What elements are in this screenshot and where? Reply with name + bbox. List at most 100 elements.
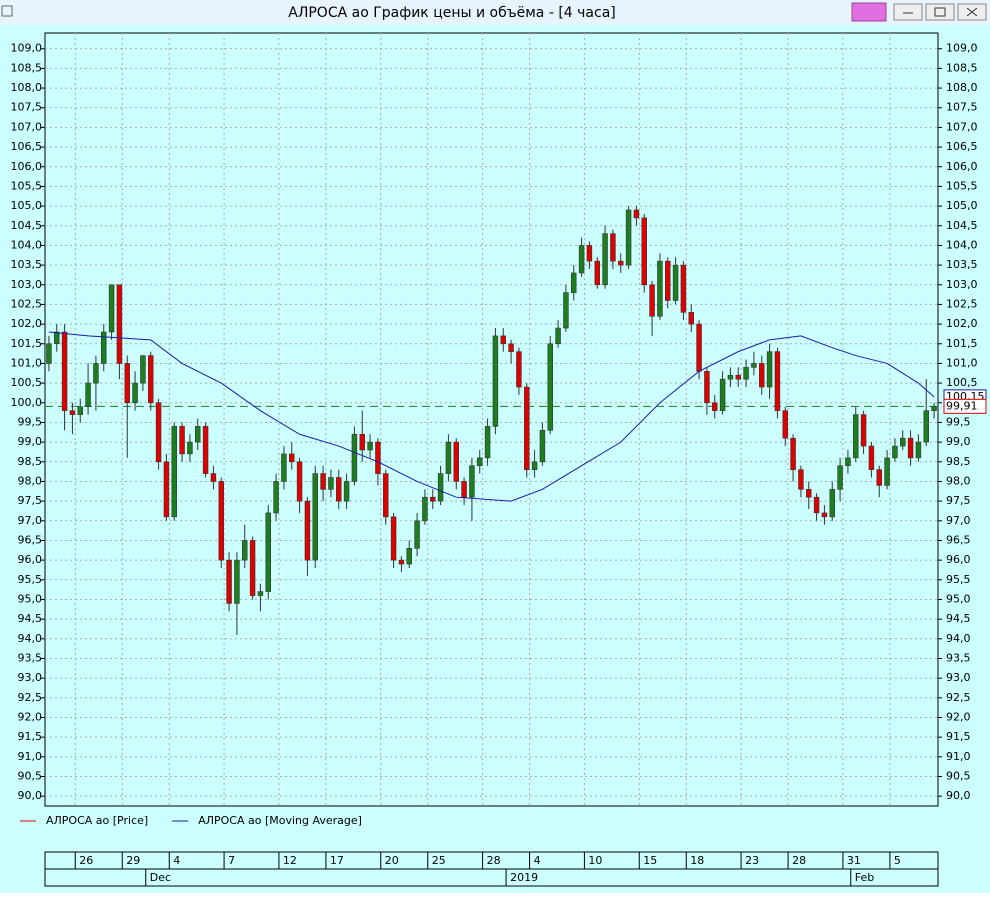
y-tick-label: 91,5 (18, 730, 43, 743)
candle-body (790, 437, 796, 470)
candle-body (461, 481, 467, 498)
candle-body (46, 343, 52, 364)
candle-body (853, 414, 859, 459)
candle-body (484, 426, 491, 459)
y-tick-label: 98,5 (18, 455, 43, 468)
candle-body (328, 477, 334, 490)
candle-body (633, 209, 640, 219)
y-tick-label: 106,5 (11, 140, 43, 153)
candle-body (923, 410, 929, 443)
month-label: Feb (855, 871, 874, 884)
y-tick-label: 107,5 (946, 101, 978, 114)
candle-body (179, 426, 185, 455)
candle-body (273, 481, 279, 514)
y-tick-label: 92,5 (18, 691, 43, 704)
candle-body (813, 496, 820, 514)
candle-body (383, 473, 389, 518)
y-tick-label: 94,0 (946, 632, 971, 645)
y-tick-label: 103,5 (946, 258, 978, 271)
y-tick-label: 104,0 (11, 238, 43, 251)
y-tick-label: 107,0 (946, 120, 978, 133)
x-tick-label: 20 (385, 854, 399, 867)
candle-body (806, 489, 812, 498)
last-value-box (943, 398, 987, 414)
y-tick-label: 105,0 (946, 199, 978, 212)
candle-body (249, 540, 256, 596)
y-tick-label: 109,0 (11, 42, 43, 55)
candle-body (876, 469, 882, 486)
y-tick-label: 94,5 (18, 612, 43, 625)
legend-label: АЛРОСА ао [Moving Average] (198, 814, 362, 827)
candle-body (336, 477, 342, 502)
candle-body (469, 465, 475, 498)
candle-body (680, 264, 687, 313)
candle-body (101, 331, 107, 364)
candle-body (625, 209, 632, 266)
y-tick-label: 105,5 (946, 179, 978, 192)
candle-body (735, 374, 741, 380)
y-tick-label: 107,5 (11, 101, 43, 114)
candle-body (837, 465, 843, 490)
y-tick-label: 95,5 (946, 573, 971, 586)
candle-body (202, 426, 209, 474)
y-tick-label: 95,5 (18, 573, 43, 586)
candle-body (54, 331, 60, 345)
candle-body (367, 441, 373, 451)
y-tick-label: 102,0 (946, 317, 978, 330)
candle-body (304, 500, 311, 561)
y-tick-label: 92,5 (946, 691, 971, 704)
y-tick-label: 97,5 (18, 494, 43, 507)
maximize-button[interactable] (925, 3, 955, 21)
y-tick-label: 99,5 (18, 415, 43, 428)
icon (966, 7, 978, 17)
x-tick-label: 29 (126, 854, 140, 867)
y-tick-label: 92,0 (946, 710, 971, 723)
y-tick-label: 99,0 (946, 435, 971, 448)
candle-body (618, 260, 624, 266)
window-title: АЛРОСА ао График цены и объёма - [4 часа… (288, 5, 616, 21)
candle-body (453, 441, 459, 482)
candle-body (547, 343, 553, 431)
y-tick-label: 92,0 (18, 710, 43, 723)
candle-body (610, 233, 616, 262)
candle-body (163, 461, 170, 518)
candle-body (524, 386, 530, 470)
candle-body (85, 382, 91, 408)
candle-body (242, 540, 248, 561)
candle-body (359, 433, 365, 451)
candle-body (69, 410, 76, 415)
candle-body (171, 426, 177, 518)
candle-body (751, 363, 757, 368)
y-tick-label: 100,0 (11, 396, 43, 409)
y-tick-label: 96,5 (946, 533, 971, 546)
y-tick-label: 95,0 (946, 592, 971, 605)
y-tick-label: 98,5 (946, 455, 971, 468)
y-tick-label: 101,0 (11, 356, 43, 369)
x-tick-label: 18 (690, 854, 704, 867)
candle-body (782, 410, 788, 439)
plot (45, 33, 938, 806)
candle-body (712, 402, 718, 411)
y-tick-label: 108,5 (946, 61, 978, 74)
y-tick-label: 101,0 (946, 356, 978, 369)
candle-body (516, 351, 522, 388)
candle-body (555, 327, 561, 345)
y-tick-label: 108,0 (11, 81, 43, 94)
candle-body (900, 437, 906, 447)
candle-body (657, 260, 663, 317)
candle-body (398, 559, 405, 565)
candle-body (798, 469, 804, 490)
y-tick-label: 91,0 (946, 750, 971, 763)
candle-body (586, 245, 593, 262)
link-button[interactable] (851, 2, 887, 22)
y-tick-label: 91,5 (946, 730, 971, 743)
x-tick-label: 10 (588, 854, 602, 867)
y-tick-label: 93,5 (946, 651, 971, 664)
candle-body (759, 363, 765, 388)
minimize-button[interactable] (893, 3, 923, 21)
candle-body (641, 217, 647, 286)
x-tick-label: 17 (330, 854, 344, 867)
candle-body (414, 520, 420, 549)
candle-body (430, 496, 436, 502)
